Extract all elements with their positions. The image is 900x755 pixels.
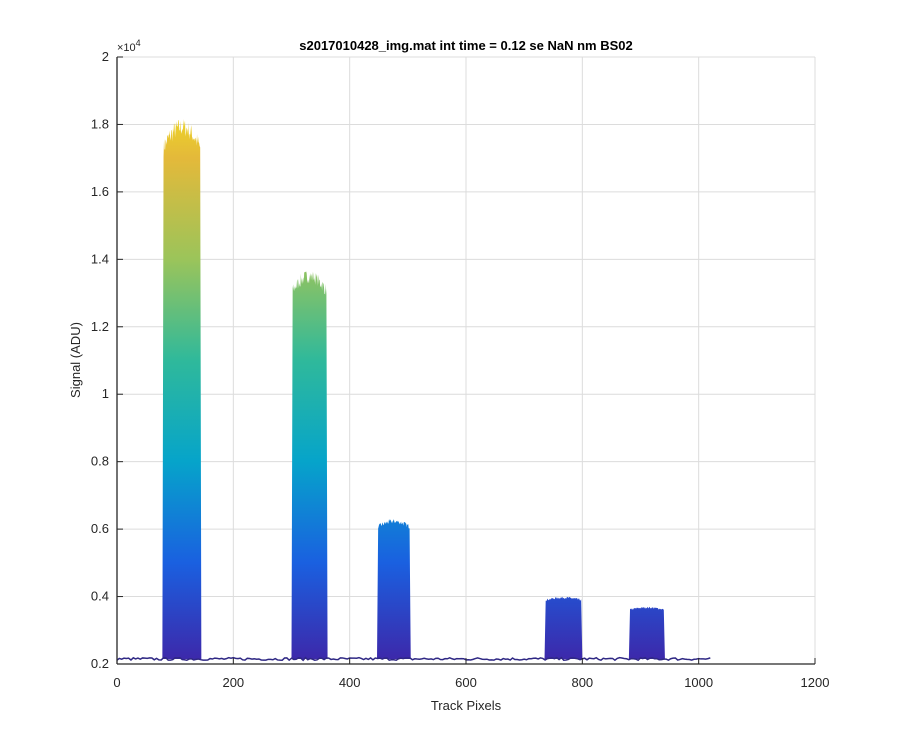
y-tick-label: 0.6 bbox=[91, 521, 109, 536]
x-tick-label: 800 bbox=[571, 675, 593, 690]
y-tick-label: 0.4 bbox=[91, 589, 109, 604]
x-tick-label: 200 bbox=[222, 675, 244, 690]
y-tick-label: 1.8 bbox=[91, 116, 109, 131]
y-tick-label: 1.6 bbox=[91, 184, 109, 199]
y-tick-label: 1 bbox=[102, 386, 109, 401]
data-layer bbox=[116, 119, 711, 662]
y-exponent-label: ×104 bbox=[117, 38, 141, 54]
x-tick-label: 1200 bbox=[801, 675, 830, 690]
x-tick-label: 0 bbox=[113, 675, 120, 690]
y-exponent-value: 4 bbox=[136, 38, 141, 48]
x-axis-label: Track Pixels bbox=[431, 698, 502, 713]
axes-layer bbox=[116, 56, 816, 665]
y-tick-label: 1.4 bbox=[91, 251, 109, 266]
x-tick-label: 1000 bbox=[684, 675, 713, 690]
chart-title: s2017010428_img.mat int time = 0.12 se N… bbox=[299, 38, 633, 53]
y-tick-label: 0.8 bbox=[91, 454, 109, 469]
peak-area-2 bbox=[291, 271, 328, 659]
y-tick-label: 2 bbox=[102, 49, 109, 64]
peak-area-3 bbox=[377, 519, 411, 659]
x-tick-label: 600 bbox=[455, 675, 477, 690]
y-tick-label: 1.2 bbox=[91, 319, 109, 334]
x-tick-label: 400 bbox=[339, 675, 361, 690]
peak-area-1 bbox=[162, 119, 202, 659]
peak-area-5 bbox=[628, 606, 665, 659]
tick-label-layer: 0 200 400 600 800 1000 1200 0.2 0.4 0.6 0.8 1 1.2 1.4… bbox=[91, 49, 830, 690]
baseline-trace bbox=[116, 656, 711, 662]
y-tick-label: 0.2 bbox=[91, 656, 109, 671]
y-axis-label: Signal (ADU) bbox=[68, 322, 83, 398]
peak-area-4 bbox=[544, 596, 583, 659]
